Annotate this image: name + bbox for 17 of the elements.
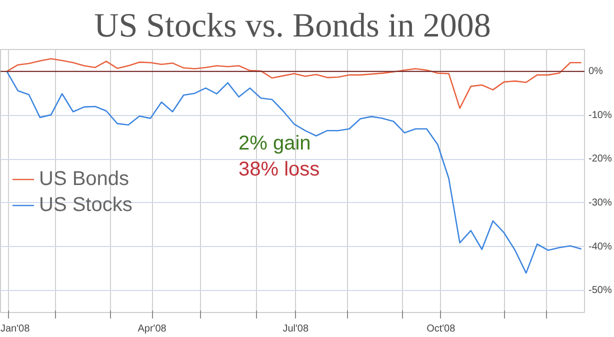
x-tick-label: Apr'08: [138, 324, 167, 334]
y-tick-label: -20%: [588, 154, 612, 165]
annotation: 38% loss: [238, 158, 320, 180]
legend-label: US Stocks: [39, 193, 132, 217]
y-tick-label: -50%: [588, 285, 612, 296]
x-tick-label: Jan'08: [0, 324, 30, 334]
y-tick-label: -30%: [588, 197, 612, 208]
x-tick-label: Jul'08: [282, 324, 310, 334]
legend-label: US Bonds: [39, 167, 130, 191]
y-tick-label: -10%: [588, 110, 612, 121]
y-tick-label: 0%: [588, 66, 604, 77]
line-series: [6, 58, 582, 109]
annotation: 2% gain: [238, 132, 311, 154]
y-tick-label: -40%: [588, 241, 612, 252]
chart-title: US Stocks vs. Bonds in 2008: [94, 8, 491, 44]
x-tick-label: Oct'08: [426, 324, 456, 334]
line-series: [6, 70, 582, 274]
